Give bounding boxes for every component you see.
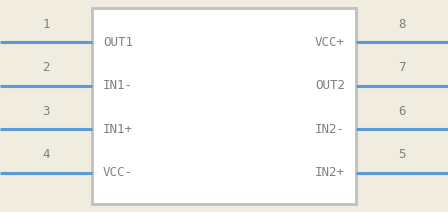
Text: 6: 6 bbox=[398, 105, 406, 118]
Text: IN1-: IN1- bbox=[103, 79, 133, 92]
Text: 3: 3 bbox=[42, 105, 50, 118]
Text: IN2+: IN2+ bbox=[315, 166, 345, 179]
Text: 4: 4 bbox=[42, 148, 50, 161]
Text: OUT2: OUT2 bbox=[315, 79, 345, 92]
Text: 1: 1 bbox=[42, 18, 50, 31]
Text: VCC+: VCC+ bbox=[315, 36, 345, 49]
Text: OUT1: OUT1 bbox=[103, 36, 133, 49]
Text: 7: 7 bbox=[398, 61, 406, 74]
Text: IN2-: IN2- bbox=[315, 123, 345, 136]
Bar bbox=[92, 8, 356, 204]
Text: 2: 2 bbox=[42, 61, 50, 74]
Text: 5: 5 bbox=[398, 148, 406, 161]
Text: IN1+: IN1+ bbox=[103, 123, 133, 136]
Text: VCC-: VCC- bbox=[103, 166, 133, 179]
Text: 8: 8 bbox=[398, 18, 406, 31]
